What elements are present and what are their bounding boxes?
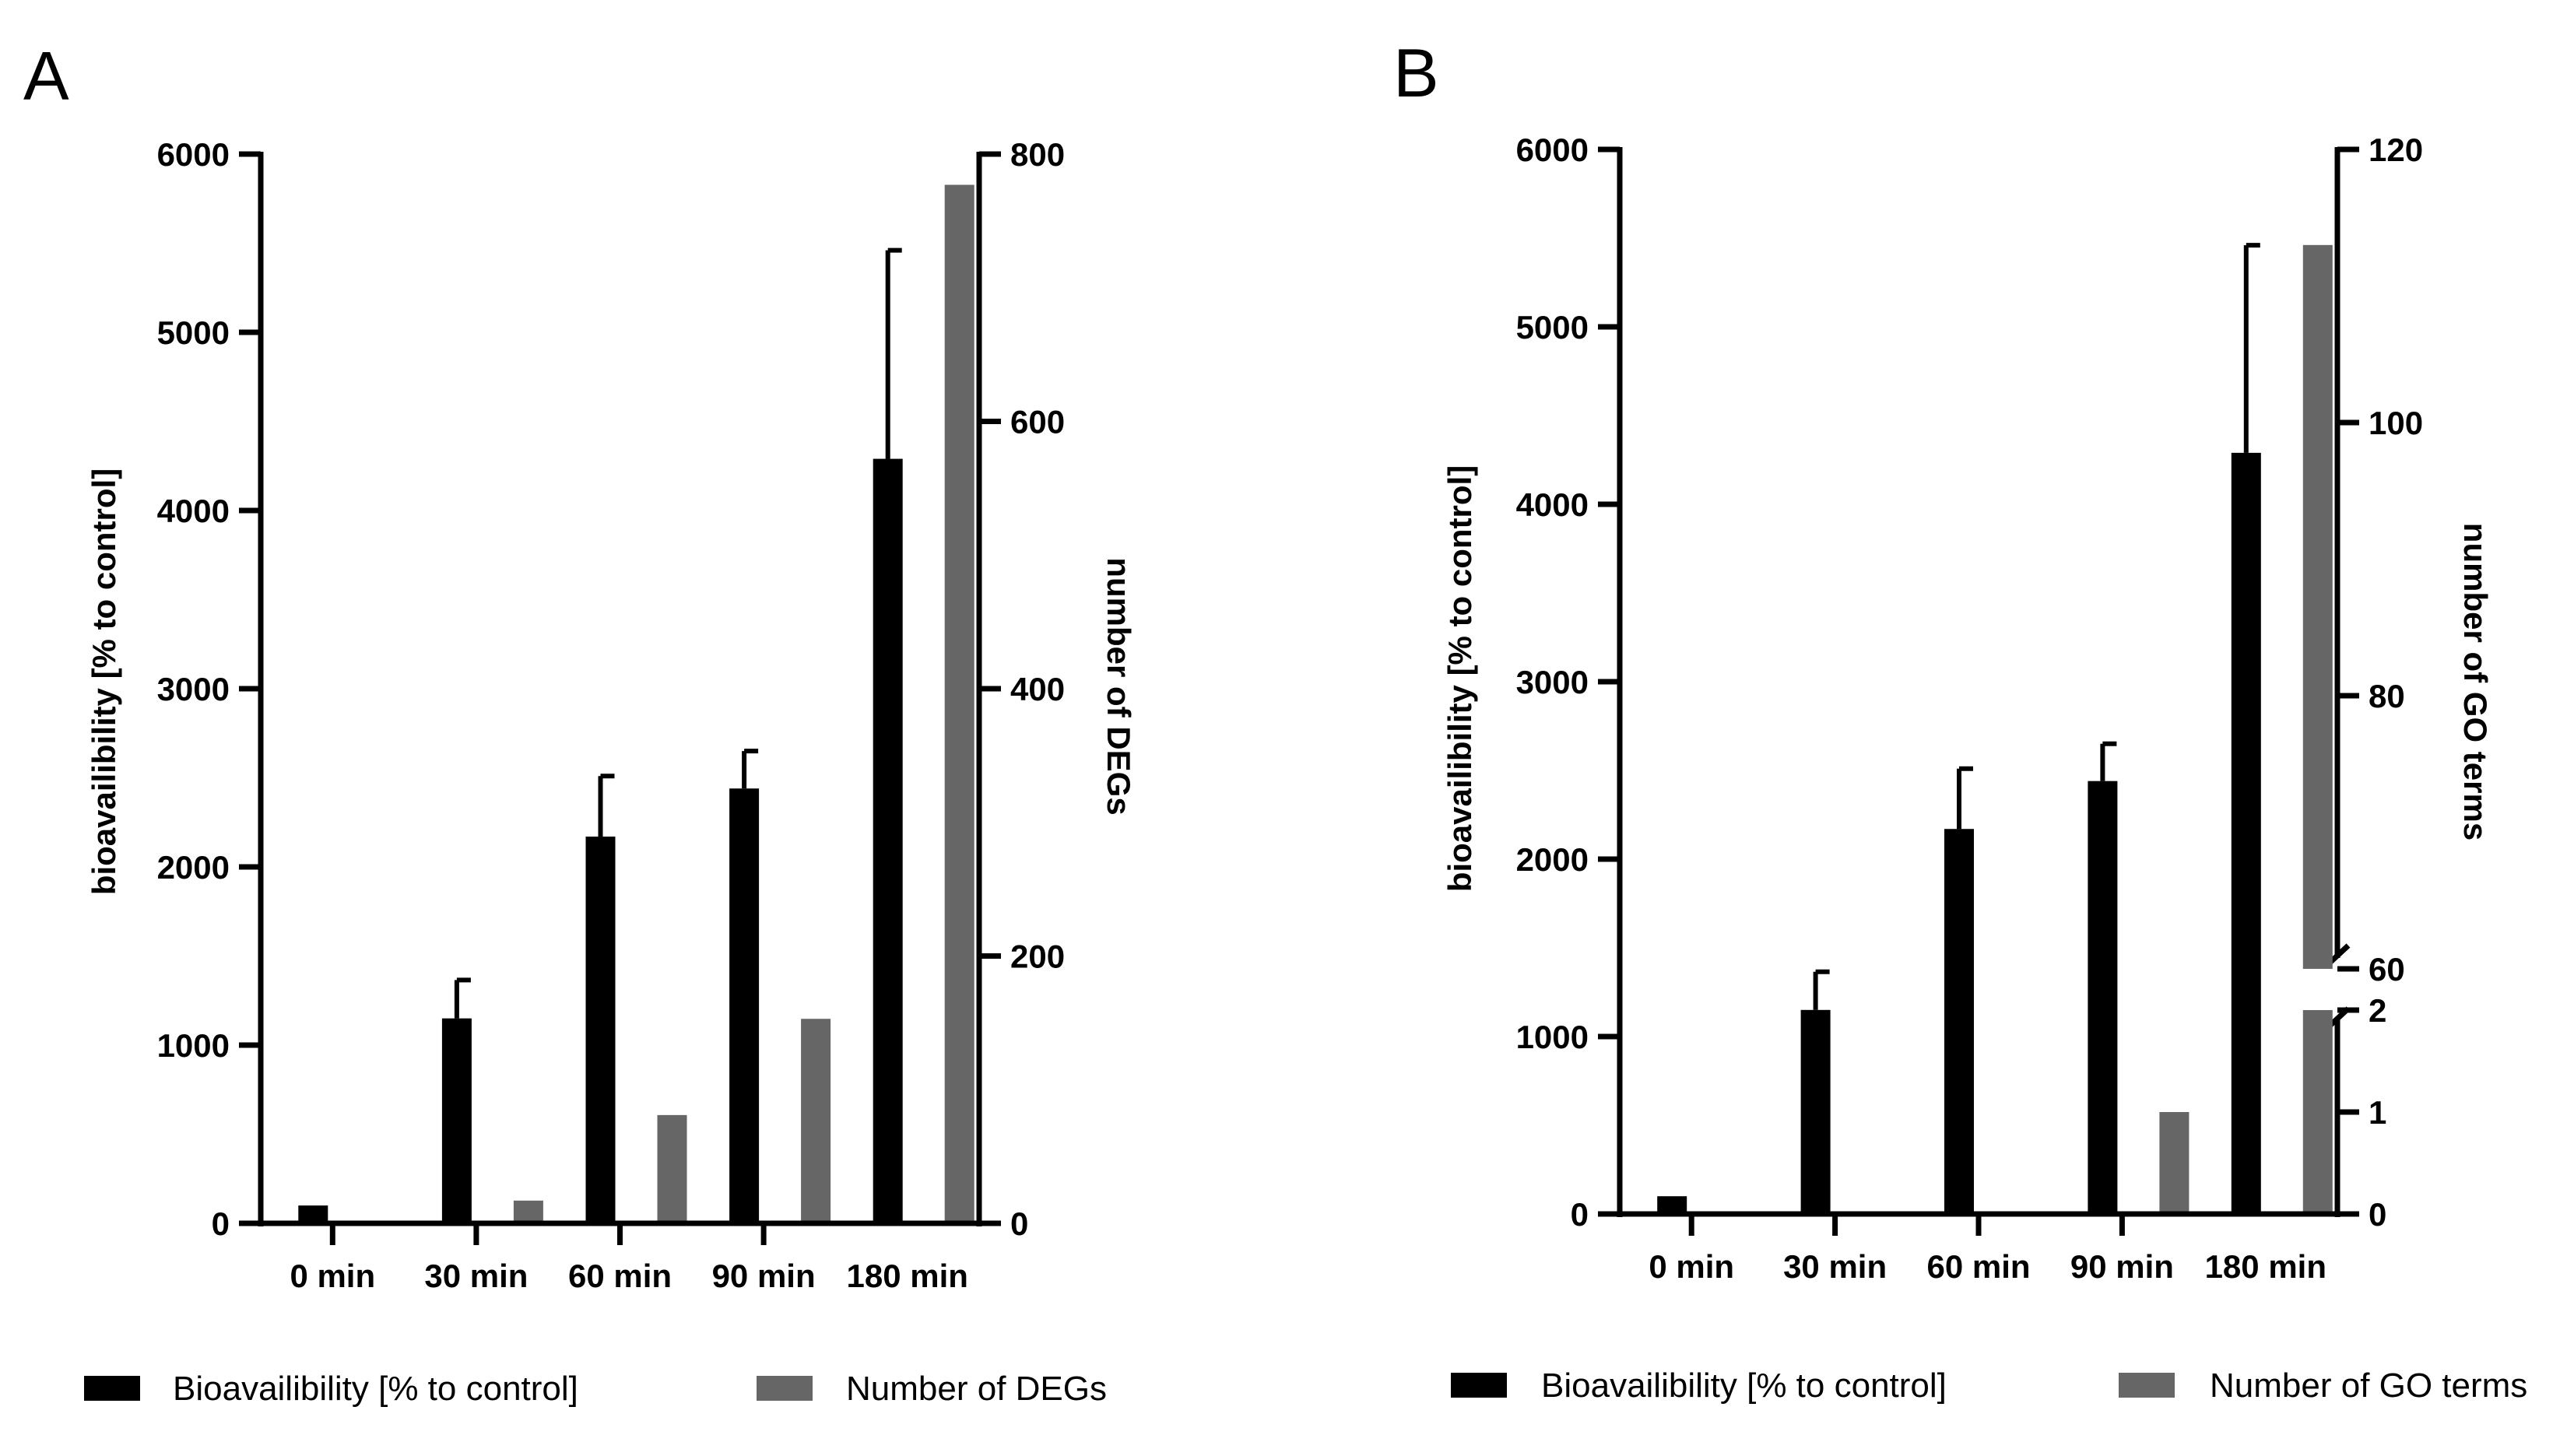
panel-a-right-axis: 0 200 400 600 800 xyxy=(976,136,1065,1242)
x-tick-label: 90 min xyxy=(712,1258,816,1294)
panel-b-legend-swatch-bioavailability xyxy=(1451,1373,1507,1398)
y-tick-label: 0 xyxy=(212,1205,230,1242)
y2-tick-label: 200 xyxy=(1010,939,1065,975)
panel-b: B bioavailibility [% to control] number … xyxy=(1393,34,2527,1405)
panel-a-y-axis-title: bioavailibility [% to control] xyxy=(86,468,122,895)
panel-b-left-axis: 0 1000 2000 3000 4000 5000 6000 xyxy=(1516,132,1623,1233)
x-tick-label: 0 min xyxy=(1649,1248,1734,1285)
panel-b-y2-axis-title: number of GO terms xyxy=(2457,523,2494,840)
panel-a-left-axis: 0 1000 2000 3000 4000 5000 6000 xyxy=(157,136,264,1242)
bar-degs xyxy=(944,184,974,1224)
panel-a-legend-swatch-bioavailability xyxy=(84,1376,140,1401)
y-tick-label: 1000 xyxy=(1516,1019,1589,1055)
x-tick-label: 180 min xyxy=(846,1258,967,1294)
y2-tick-label: 80 xyxy=(2369,678,2405,714)
panel-a-y2-axis-title: number of DEGs xyxy=(1101,557,1137,815)
bar-degs xyxy=(801,1019,831,1223)
x-tick-label: 30 min xyxy=(1783,1248,1887,1285)
bar-bioavailability xyxy=(2088,781,2118,1214)
bar-degs xyxy=(513,1200,543,1223)
y-tick-label: 0 xyxy=(1571,1196,1589,1233)
panel-b-y-axis-title: bioavailibility [% to control] xyxy=(1442,465,1478,892)
x-tick-label: 60 min xyxy=(1926,1248,2030,1285)
bar-go-terms xyxy=(2159,1112,2189,1214)
y-tick-label: 6000 xyxy=(1516,132,1589,168)
x-tick-label: 0 min xyxy=(290,1258,375,1294)
panel-b-x-axis: 0 min 30 min 60 min 90 min 180 min xyxy=(1620,1211,2337,1285)
bar-bioavailability xyxy=(441,1018,472,1223)
panel-a-legend: Bioavailibility [% to control] Number of… xyxy=(84,1370,1107,1408)
panel-a-legend-label-bioavailability: Bioavailibility [% to control] xyxy=(173,1370,578,1408)
panel-a-legend-swatch-degs xyxy=(757,1376,813,1401)
y-tick-label: 3000 xyxy=(157,671,230,707)
panel-a-legend-label-degs: Number of DEGs xyxy=(846,1370,1107,1408)
y2-tick-label: 600 xyxy=(1010,404,1065,440)
bar-bioavailability xyxy=(729,788,760,1223)
panel-b-legend: Bioavailibility [% to control] Number of… xyxy=(1451,1367,2527,1405)
bar-go-terms-lower xyxy=(2302,1010,2333,1214)
x-tick-label: 180 min xyxy=(2205,1248,2326,1285)
y-tick-label: 2000 xyxy=(1516,841,1589,878)
bar-go-terms-upper xyxy=(2302,244,2333,970)
bar-bioavailability xyxy=(1944,829,1974,1214)
y-tick-label: 2000 xyxy=(157,849,230,886)
y-tick-label: 5000 xyxy=(157,314,230,351)
y2-tick-label: 1 xyxy=(2369,1094,2386,1131)
panel-b-right-axis: 0 1 2 60 80 100 120 xyxy=(2324,132,2423,1233)
panel-b-label: B xyxy=(1393,34,1439,111)
x-tick-label: 90 min xyxy=(2070,1248,2174,1285)
bar-bioavailability xyxy=(1657,1196,1687,1214)
bar-bioavailability xyxy=(1800,1009,1831,1214)
panel-b-legend-label-bioavailability: Bioavailibility [% to control] xyxy=(1541,1367,1947,1405)
y2-tick-label: 0 xyxy=(2369,1196,2386,1233)
panel-a-bars xyxy=(298,184,974,1224)
bar-bioavailability xyxy=(2231,452,2261,1214)
bar-degs xyxy=(657,1114,687,1223)
y-tick-label: 4000 xyxy=(157,493,230,529)
panel-b-bars xyxy=(1657,243,2333,1214)
y2-tick-label: 0 xyxy=(1010,1205,1028,1242)
y2-tick-label: 120 xyxy=(2369,132,2423,168)
panel-b-legend-swatch-go-terms xyxy=(2119,1373,2175,1398)
x-tick-label: 60 min xyxy=(568,1258,672,1294)
bar-bioavailability xyxy=(873,458,903,1223)
y2-tick-label: 100 xyxy=(2369,405,2423,441)
y2-tick-label: 2 xyxy=(2369,992,2386,1029)
panel-a: A bioavailibility [% to control] number … xyxy=(23,37,1137,1408)
y-tick-label: 3000 xyxy=(1516,664,1589,700)
x-tick-label: 30 min xyxy=(424,1258,528,1294)
panel-a-x-axis: 0 min 30 min 60 min 90 min 180 min xyxy=(261,1220,979,1294)
y2-tick-label: 400 xyxy=(1010,671,1065,707)
y-tick-label: 1000 xyxy=(157,1027,230,1064)
bar-bioavailability xyxy=(585,837,616,1223)
panel-b-legend-label-go-terms: Number of GO terms xyxy=(2210,1367,2527,1405)
panel-a-label: A xyxy=(23,37,69,114)
y2-tick-label: 800 xyxy=(1010,136,1065,173)
y2-tick-label: 60 xyxy=(2369,951,2405,988)
y-tick-label: 6000 xyxy=(157,136,230,173)
y-tick-label: 4000 xyxy=(1516,486,1589,523)
bar-bioavailability xyxy=(298,1205,328,1223)
y-tick-label: 5000 xyxy=(1516,309,1589,346)
